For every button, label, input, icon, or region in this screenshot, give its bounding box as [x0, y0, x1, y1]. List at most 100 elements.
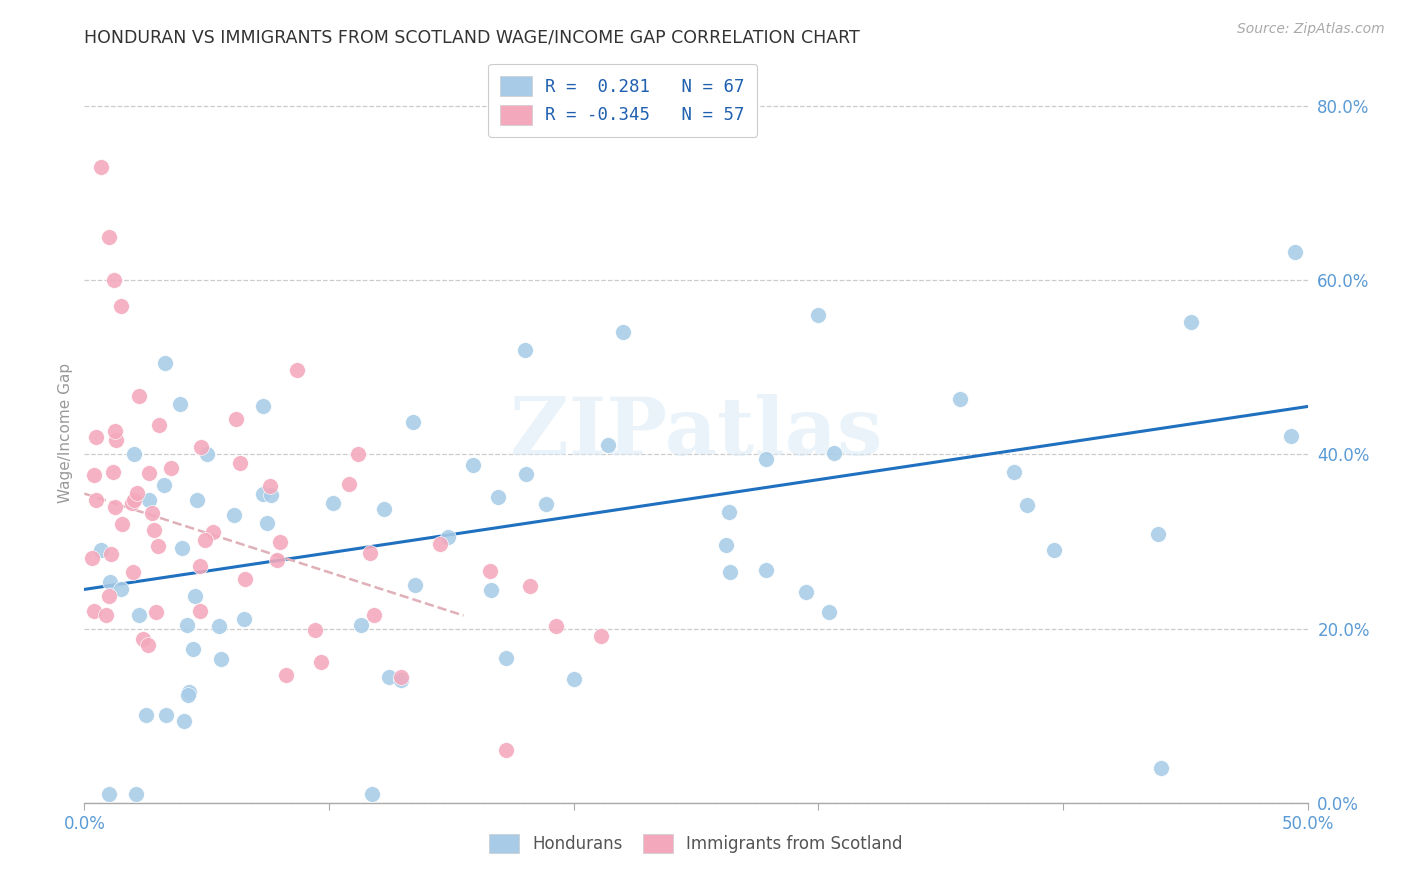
Point	[589, 629, 612, 643]
Point	[461, 458, 484, 473]
Point	[718, 565, 741, 579]
Point	[229, 456, 252, 470]
Point	[195, 447, 218, 461]
Point	[225, 411, 247, 425]
Point	[105, 434, 128, 448]
Point	[188, 559, 211, 574]
Point	[478, 564, 501, 578]
Point	[188, 604, 211, 618]
Point	[176, 617, 198, 632]
Point	[190, 440, 212, 454]
Point	[818, 605, 841, 619]
Point	[94, 607, 117, 622]
Point	[256, 516, 278, 530]
Point	[823, 446, 845, 460]
Point	[138, 467, 160, 481]
Point	[322, 496, 344, 510]
Point	[100, 547, 122, 561]
Point	[101, 465, 124, 479]
Point	[97, 590, 120, 604]
Point	[177, 685, 200, 699]
Point	[209, 652, 232, 666]
Point	[259, 479, 281, 493]
Point	[143, 523, 166, 537]
Point	[90, 160, 112, 174]
Point	[184, 590, 207, 604]
Point	[83, 604, 105, 618]
Point	[122, 447, 145, 461]
Point	[754, 563, 776, 577]
Text: ZIPatlas: ZIPatlas	[510, 393, 882, 472]
Point	[796, 585, 818, 599]
Point	[515, 467, 537, 482]
Point	[378, 671, 401, 685]
Point	[807, 308, 830, 322]
Point	[429, 537, 451, 551]
Point	[181, 642, 204, 657]
Point	[125, 787, 148, 801]
Point	[402, 415, 425, 429]
Point	[169, 397, 191, 411]
Point	[1150, 761, 1173, 775]
Point	[97, 229, 120, 244]
Point	[153, 356, 176, 370]
Point	[361, 787, 384, 801]
Point	[949, 392, 972, 406]
Point	[155, 708, 177, 723]
Point	[122, 493, 145, 508]
Point	[269, 535, 291, 549]
Point	[128, 608, 150, 623]
Point	[562, 673, 585, 687]
Point	[152, 478, 174, 492]
Point	[304, 623, 326, 637]
Point	[111, 516, 134, 531]
Point	[84, 493, 107, 508]
Point	[224, 508, 246, 523]
Text: HONDURAN VS IMMIGRANTS FROM SCOTLAND WAGE/INCOME GAP CORRELATION CHART: HONDURAN VS IMMIGRANTS FROM SCOTLAND WAG…	[84, 29, 860, 47]
Point	[233, 612, 256, 626]
Point	[83, 467, 105, 482]
Point	[755, 451, 778, 466]
Point	[90, 543, 112, 558]
Point	[495, 651, 517, 665]
Point	[596, 438, 619, 452]
Point	[84, 429, 107, 443]
Point	[145, 605, 167, 619]
Point	[202, 524, 225, 539]
Point	[544, 619, 567, 633]
Point	[260, 488, 283, 502]
Point	[350, 618, 373, 632]
Point	[347, 446, 370, 460]
Point	[135, 707, 157, 722]
Point	[714, 538, 737, 552]
Point	[125, 486, 148, 500]
Point	[717, 505, 740, 519]
Point	[194, 533, 217, 547]
Point	[110, 582, 132, 596]
Point	[132, 632, 155, 646]
Point	[186, 493, 208, 508]
Point	[404, 578, 426, 592]
Point	[208, 619, 231, 633]
Point	[1180, 315, 1202, 329]
Point	[373, 501, 395, 516]
Point	[1279, 429, 1302, 443]
Point	[82, 550, 104, 565]
Point	[110, 299, 132, 313]
Text: Source: ZipAtlas.com: Source: ZipAtlas.com	[1237, 22, 1385, 37]
Point	[97, 787, 120, 801]
Point	[146, 539, 169, 553]
Point	[534, 497, 557, 511]
Point	[98, 574, 121, 589]
Point	[495, 743, 517, 757]
Point	[437, 530, 460, 544]
Point	[173, 714, 195, 728]
Point	[233, 573, 256, 587]
Point	[389, 673, 412, 688]
Point	[103, 273, 125, 287]
Point	[337, 476, 360, 491]
Point	[363, 608, 385, 623]
Y-axis label: Wage/Income Gap: Wage/Income Gap	[58, 362, 73, 503]
Point	[1284, 244, 1306, 259]
Point	[159, 461, 181, 475]
